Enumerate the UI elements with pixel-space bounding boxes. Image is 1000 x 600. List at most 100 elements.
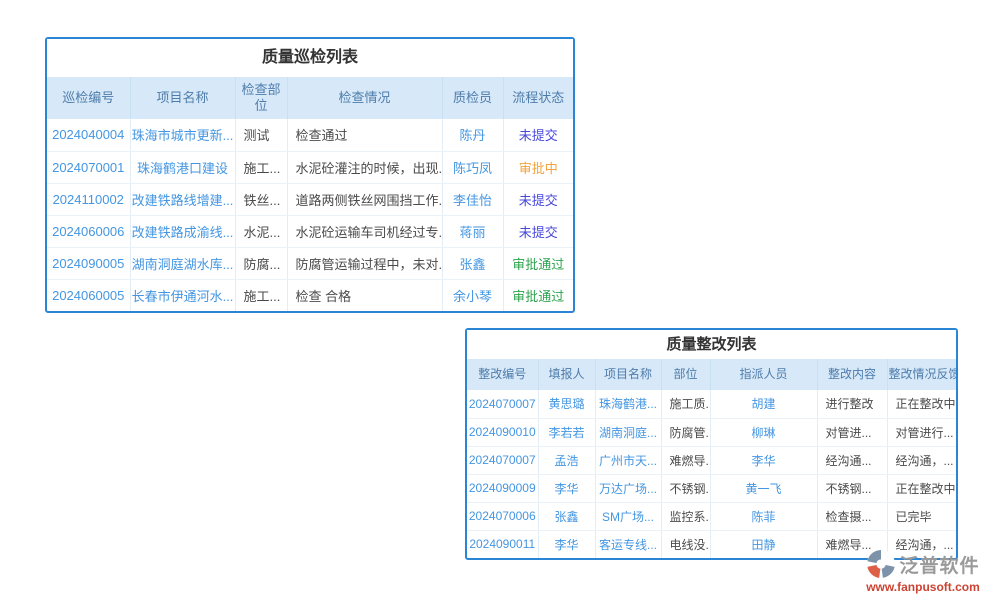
column-header-inspector: 质检员	[442, 77, 504, 119]
cell-rectify-id[interactable]: 2024090010	[467, 418, 539, 447]
brand-name: 泛普软件	[899, 555, 980, 577]
cell-reporter[interactable]: 孟浩	[538, 446, 596, 475]
cell-inspection-id[interactable]: 2024090005	[47, 247, 131, 280]
cell-check-situation: 检查通过	[287, 119, 443, 152]
column-header-rectify-feedback: 整改情况反馈	[887, 359, 956, 390]
cell-assignee[interactable]: 田静	[710, 530, 818, 558]
cell-inspection-id[interactable]: 2024060005	[47, 279, 131, 311]
rectify-header-row: 整改编号 填报人 项目名称 部位 指派人员 整改内容 整改情况反馈	[467, 359, 956, 390]
cell-reporter[interactable]: 李华	[538, 474, 596, 503]
cell-inspection-id[interactable]: 2024040004	[47, 119, 131, 152]
column-header-check-part: 检查部位	[235, 77, 288, 119]
cell-rectify-id[interactable]: 2024070007	[467, 390, 539, 419]
cell-rectify-id[interactable]: 2024070006	[467, 502, 539, 531]
cell-check-situation: 水泥砼灌注的时候，出现...	[287, 151, 443, 184]
cell-project-name[interactable]: 客运专线...	[595, 530, 662, 558]
table-row: 2024090005 湖南洞庭湖水库... 防腐... 防腐管运输过程中，未对.…	[47, 247, 573, 280]
table-row: 2024060005 长春市伊通河水... 施工... 检查 合格 余小琴 审批…	[47, 279, 573, 311]
cell-check-part: 铁丝...	[235, 183, 288, 216]
cell-inspector[interactable]: 陈丹	[442, 119, 504, 152]
column-header-part: 部位	[661, 359, 711, 390]
cell-reporter[interactable]: 李若若	[538, 418, 596, 447]
cell-check-part: 防腐...	[235, 247, 288, 280]
cell-project-name[interactable]: 改建铁路成渝线...	[130, 215, 236, 248]
cell-check-situation: 水泥砼运输车司机经过专...	[287, 215, 443, 248]
cell-project-name[interactable]: 珠海鹤港...	[595, 390, 662, 419]
cell-rectify-feedback: 对管进行...	[887, 418, 956, 447]
cell-check-part: 施工...	[235, 279, 288, 311]
column-header-inspection-id: 巡检编号	[47, 77, 131, 119]
cell-rectify-id[interactable]: 2024090011	[467, 530, 539, 558]
cell-assignee[interactable]: 黄一飞	[710, 474, 818, 503]
brand-watermark: 泛普软件 www.fanpusoft.com	[854, 549, 992, 594]
cell-project-name[interactable]: 珠海市城市更新...	[130, 119, 236, 152]
inspection-table-title: 质量巡检列表	[47, 39, 573, 77]
column-header-assignee: 指派人员	[710, 359, 818, 390]
cell-assignee[interactable]: 李华	[710, 446, 818, 475]
cell-assignee[interactable]: 胡建	[710, 390, 818, 419]
cell-project-name[interactable]: 湖南洞庭...	[595, 418, 662, 447]
cell-rectify-id[interactable]: 2024090009	[467, 474, 539, 503]
column-header-flow-status: 流程状态	[503, 77, 573, 119]
cell-rectify-id[interactable]: 2024070007	[467, 446, 539, 475]
cell-part: 难燃导...	[661, 446, 711, 475]
cell-rectify-feedback: 经沟通，...	[895, 537, 954, 552]
cell-rectify-content: 检查摄...	[817, 502, 888, 531]
cell-rectify-content: 进行整改	[817, 390, 888, 419]
rectify-table-title: 质量整改列表	[467, 330, 956, 359]
cell-rectify-feedback: 正在整改中	[887, 390, 956, 419]
column-header-rectify-content: 整改内容	[817, 359, 888, 390]
cell-flow-status[interactable]: 未提交	[503, 119, 573, 152]
column-header-project-name: 项目名称	[595, 359, 662, 390]
cell-project-name[interactable]: SM广场...	[595, 502, 662, 531]
cell-part: 电线没...	[661, 530, 711, 558]
cell-inspection-id[interactable]: 2024060006	[47, 215, 131, 248]
table-row: 2024110002 改建铁路线增建... 铁丝... 道路两侧铁丝网围挡工作.…	[47, 183, 573, 216]
cell-flow-status[interactable]: 未提交	[503, 183, 573, 216]
cell-assignee[interactable]: 柳琳	[710, 418, 818, 447]
cell-flow-status[interactable]: 审批通过	[503, 247, 573, 280]
cell-check-situation: 检查 合格	[287, 279, 443, 311]
cell-inspector[interactable]: 陈巧凤	[442, 151, 504, 184]
cell-flow-status[interactable]: 未提交	[503, 215, 573, 248]
cell-project-name[interactable]: 改建铁路线增建...	[130, 183, 236, 216]
cell-project-name[interactable]: 广州市天...	[595, 446, 662, 475]
brand-url[interactable]: www.fanpusoft.com	[866, 580, 980, 594]
cell-reporter[interactable]: 黄思璐	[538, 390, 596, 419]
cell-check-situation: 防腐管运输过程中，未对...	[287, 247, 443, 280]
cell-assignee[interactable]: 陈菲	[710, 502, 818, 531]
cell-reporter[interactable]: 张鑫	[538, 502, 596, 531]
cell-project-name[interactable]: 万达广场...	[595, 474, 662, 503]
cell-check-part: 施工...	[235, 151, 288, 184]
cell-inspector[interactable]: 蒋丽	[442, 215, 504, 248]
table-row: 2024070007 孟浩 广州市天... 难燃导... 李华 经沟通... 经…	[467, 446, 956, 475]
cell-project-name[interactable]: 珠海鹤港口建设	[130, 151, 236, 184]
table-row: 2024090011 李华 客运专线... 电线没... 田静 难燃导... 经…	[467, 530, 956, 558]
table-row: 2024060006 改建铁路成渝线... 水泥... 水泥砼运输车司机经过专.…	[47, 215, 573, 248]
table-row: 2024070006 张鑫 SM广场... 监控系... 陈菲 检查摄... 已…	[467, 502, 956, 531]
cell-flow-status[interactable]: 审批通过	[512, 288, 565, 304]
cell-flow-status[interactable]: 审批中	[503, 151, 573, 184]
cell-inspector[interactable]: 李佳怡	[442, 183, 504, 216]
fanpu-logo-icon	[866, 549, 896, 579]
cell-rectify-feedback: 正在整改中	[887, 474, 956, 503]
column-header-check-situation: 检查情况	[287, 77, 443, 119]
cell-inspector[interactable]: 余小琴	[442, 279, 504, 311]
cell-inspection-id[interactable]: 2024110002	[47, 183, 131, 216]
cell-inspector[interactable]: 张鑫	[442, 247, 504, 280]
column-header-project-name: 项目名称	[130, 77, 236, 119]
table-row: 2024070001 珠海鹤港口建设 施工... 水泥砼灌注的时候，出现... …	[47, 151, 573, 184]
cell-inspection-id[interactable]: 2024070001	[47, 151, 131, 184]
cell-part: 监控系...	[661, 502, 711, 531]
cell-rectify-content: 对管进...	[817, 418, 888, 447]
cell-rectify-content: 经沟通...	[817, 446, 888, 475]
cell-reporter[interactable]: 李华	[538, 530, 596, 558]
inspection-header-row: 巡检编号 项目名称 检查部位 检查情况 质检员 流程状态	[47, 77, 573, 119]
cell-part: 不锈钢...	[661, 474, 711, 503]
table-row: 2024090009 李华 万达广场... 不锈钢... 黄一飞 不锈钢... …	[467, 474, 956, 503]
cell-project-name[interactable]: 长春市伊通河水...	[130, 279, 236, 311]
table-row: 2024070007 黄思璐 珠海鹤港... 施工质... 胡建 进行整改 正在…	[467, 390, 956, 419]
cell-project-name[interactable]: 湖南洞庭湖水库...	[130, 247, 236, 280]
cell-check-part: 测试	[235, 119, 288, 152]
inspection-table: 质量巡检列表 巡检编号 项目名称 检查部位 检查情况 质检员 流程状态 2024…	[45, 37, 575, 313]
